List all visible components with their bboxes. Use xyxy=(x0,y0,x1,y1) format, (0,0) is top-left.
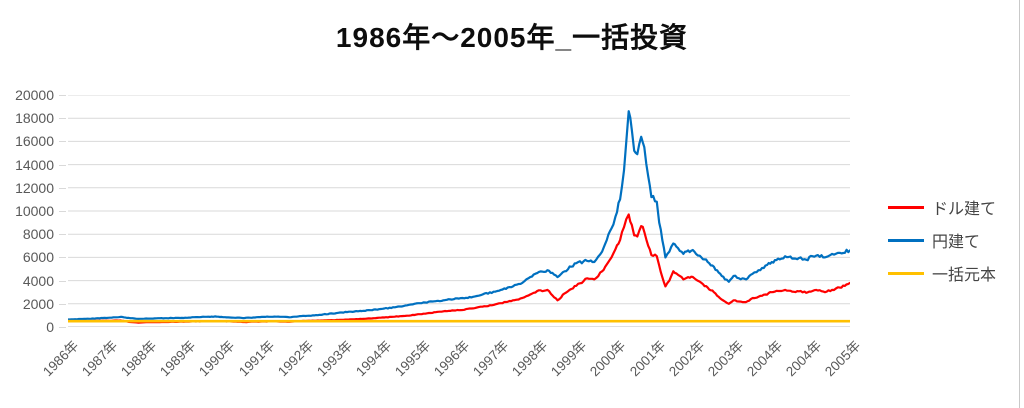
y-tick-mark xyxy=(59,95,66,96)
y-tick-label: 18000 xyxy=(15,110,54,127)
plot-area xyxy=(68,95,850,327)
y-tick-label: 16000 xyxy=(15,133,54,150)
series-plot xyxy=(68,95,850,327)
legend-label: 円建て xyxy=(932,234,981,251)
y-tick-mark xyxy=(59,118,66,120)
chart-title: 1986年～2005年_一括投資 xyxy=(335,22,689,53)
y-tick-mark xyxy=(59,141,66,143)
chart-right-border xyxy=(1019,0,1020,408)
y-tick-mark xyxy=(59,280,66,282)
legend-item: ドル建て xyxy=(888,197,997,218)
y-tick-label: 20000 xyxy=(15,87,54,103)
y-tick-label: 14000 xyxy=(15,156,54,173)
y-tick-mark xyxy=(59,257,66,259)
y-tick-label: 4000 xyxy=(22,272,54,289)
legend-label: ドル建て xyxy=(932,201,997,218)
series-line-ドル建て xyxy=(68,213,850,324)
series-line-円建て xyxy=(68,110,850,321)
y-tick-label: 2000 xyxy=(22,295,54,312)
y-tick-mark xyxy=(59,234,66,236)
legend-item: 一括元本 xyxy=(888,263,997,284)
legend-item: 円建て xyxy=(888,230,996,251)
y-tick-mark xyxy=(59,187,66,189)
y-tick-mark xyxy=(59,303,66,305)
legend-line-swatch xyxy=(888,205,924,209)
y-tick-label: 12000 xyxy=(15,179,54,196)
y-tick-mark xyxy=(59,211,66,212)
legend-label: 一括元本 xyxy=(932,267,997,284)
legend-line-swatch xyxy=(888,238,924,242)
y-tick-mark xyxy=(59,327,66,328)
legend-line-swatch xyxy=(888,271,924,275)
y-tick-label: 10000 xyxy=(15,203,54,219)
y-tick-label: 8000 xyxy=(22,226,54,243)
legend: ドル建て円建て一括元本 xyxy=(888,197,997,284)
y-tick-label: 0 xyxy=(46,319,54,335)
y-tick-mark xyxy=(59,164,66,166)
y-tick-label: 6000 xyxy=(22,249,54,266)
